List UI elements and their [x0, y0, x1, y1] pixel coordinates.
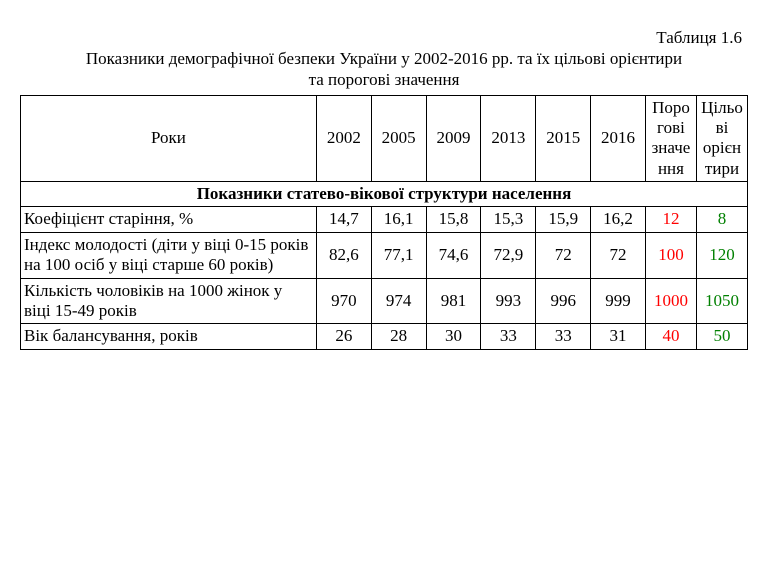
table-row: Кількість чоловіків на 1000 жінок у віці… [21, 278, 748, 324]
header-target: Цільові орієнтири [696, 95, 747, 182]
cell: 14,7 [316, 207, 371, 232]
target-cell: 120 [696, 232, 747, 278]
section-row: Показники статево-вікової структури насе… [21, 182, 748, 207]
cell: 999 [591, 278, 646, 324]
cell: 15,9 [536, 207, 591, 232]
threshold-cell: 12 [645, 207, 696, 232]
cell: 974 [371, 278, 426, 324]
cell: 74,6 [426, 232, 481, 278]
cell: 33 [536, 324, 591, 349]
header-label: Роки [21, 95, 317, 182]
threshold-cell: 100 [645, 232, 696, 278]
cell: 996 [536, 278, 591, 324]
table-caption: Показники демографічної безпеки України … [20, 48, 748, 91]
table-row: Індекс молодості (діти у віці 0-15 років… [21, 232, 748, 278]
cell: 33 [481, 324, 536, 349]
cell: 72,9 [481, 232, 536, 278]
threshold-cell: 1000 [645, 278, 696, 324]
cell: 30 [426, 324, 481, 349]
cell: 970 [316, 278, 371, 324]
header-threshold: Порогові значення [645, 95, 696, 182]
target-cell: 1050 [696, 278, 747, 324]
threshold-cell: 40 [645, 324, 696, 349]
target-cell: 8 [696, 207, 747, 232]
header-2002: 2002 [316, 95, 371, 182]
header-2013: 2013 [481, 95, 536, 182]
header-2016: 2016 [591, 95, 646, 182]
header-2015: 2015 [536, 95, 591, 182]
table-number: Таблиця 1.6 [20, 28, 742, 48]
caption-line-2: та порогові значення [309, 70, 460, 89]
cell: 981 [426, 278, 481, 324]
header-2009: 2009 [426, 95, 481, 182]
target-cell: 50 [696, 324, 747, 349]
cell: 82,6 [316, 232, 371, 278]
table-row: Коефіцієнт старіння, % 14,7 16,1 15,8 15… [21, 207, 748, 232]
row-label: Коефіцієнт старіння, % [21, 207, 317, 232]
section-title: Показники статево-вікової структури насе… [21, 182, 748, 207]
demographics-table: Роки 2002 2005 2009 2013 2015 2016 Порог… [20, 95, 748, 350]
row-label: Вік балансування, років [21, 324, 317, 349]
cell: 16,1 [371, 207, 426, 232]
cell: 72 [536, 232, 591, 278]
cell: 26 [316, 324, 371, 349]
header-row: Роки 2002 2005 2009 2013 2015 2016 Порог… [21, 95, 748, 182]
cell: 16,2 [591, 207, 646, 232]
cell: 15,8 [426, 207, 481, 232]
cell: 31 [591, 324, 646, 349]
row-label: Індекс молодості (діти у віці 0-15 років… [21, 232, 317, 278]
table-row: Вік балансування, років 26 28 30 33 33 3… [21, 324, 748, 349]
cell: 77,1 [371, 232, 426, 278]
caption-line-1: Показники демографічної безпеки України … [86, 49, 682, 68]
cell: 72 [591, 232, 646, 278]
row-label: Кількість чоловіків на 1000 жінок у віці… [21, 278, 317, 324]
cell: 28 [371, 324, 426, 349]
header-2005: 2005 [371, 95, 426, 182]
cell: 993 [481, 278, 536, 324]
cell: 15,3 [481, 207, 536, 232]
